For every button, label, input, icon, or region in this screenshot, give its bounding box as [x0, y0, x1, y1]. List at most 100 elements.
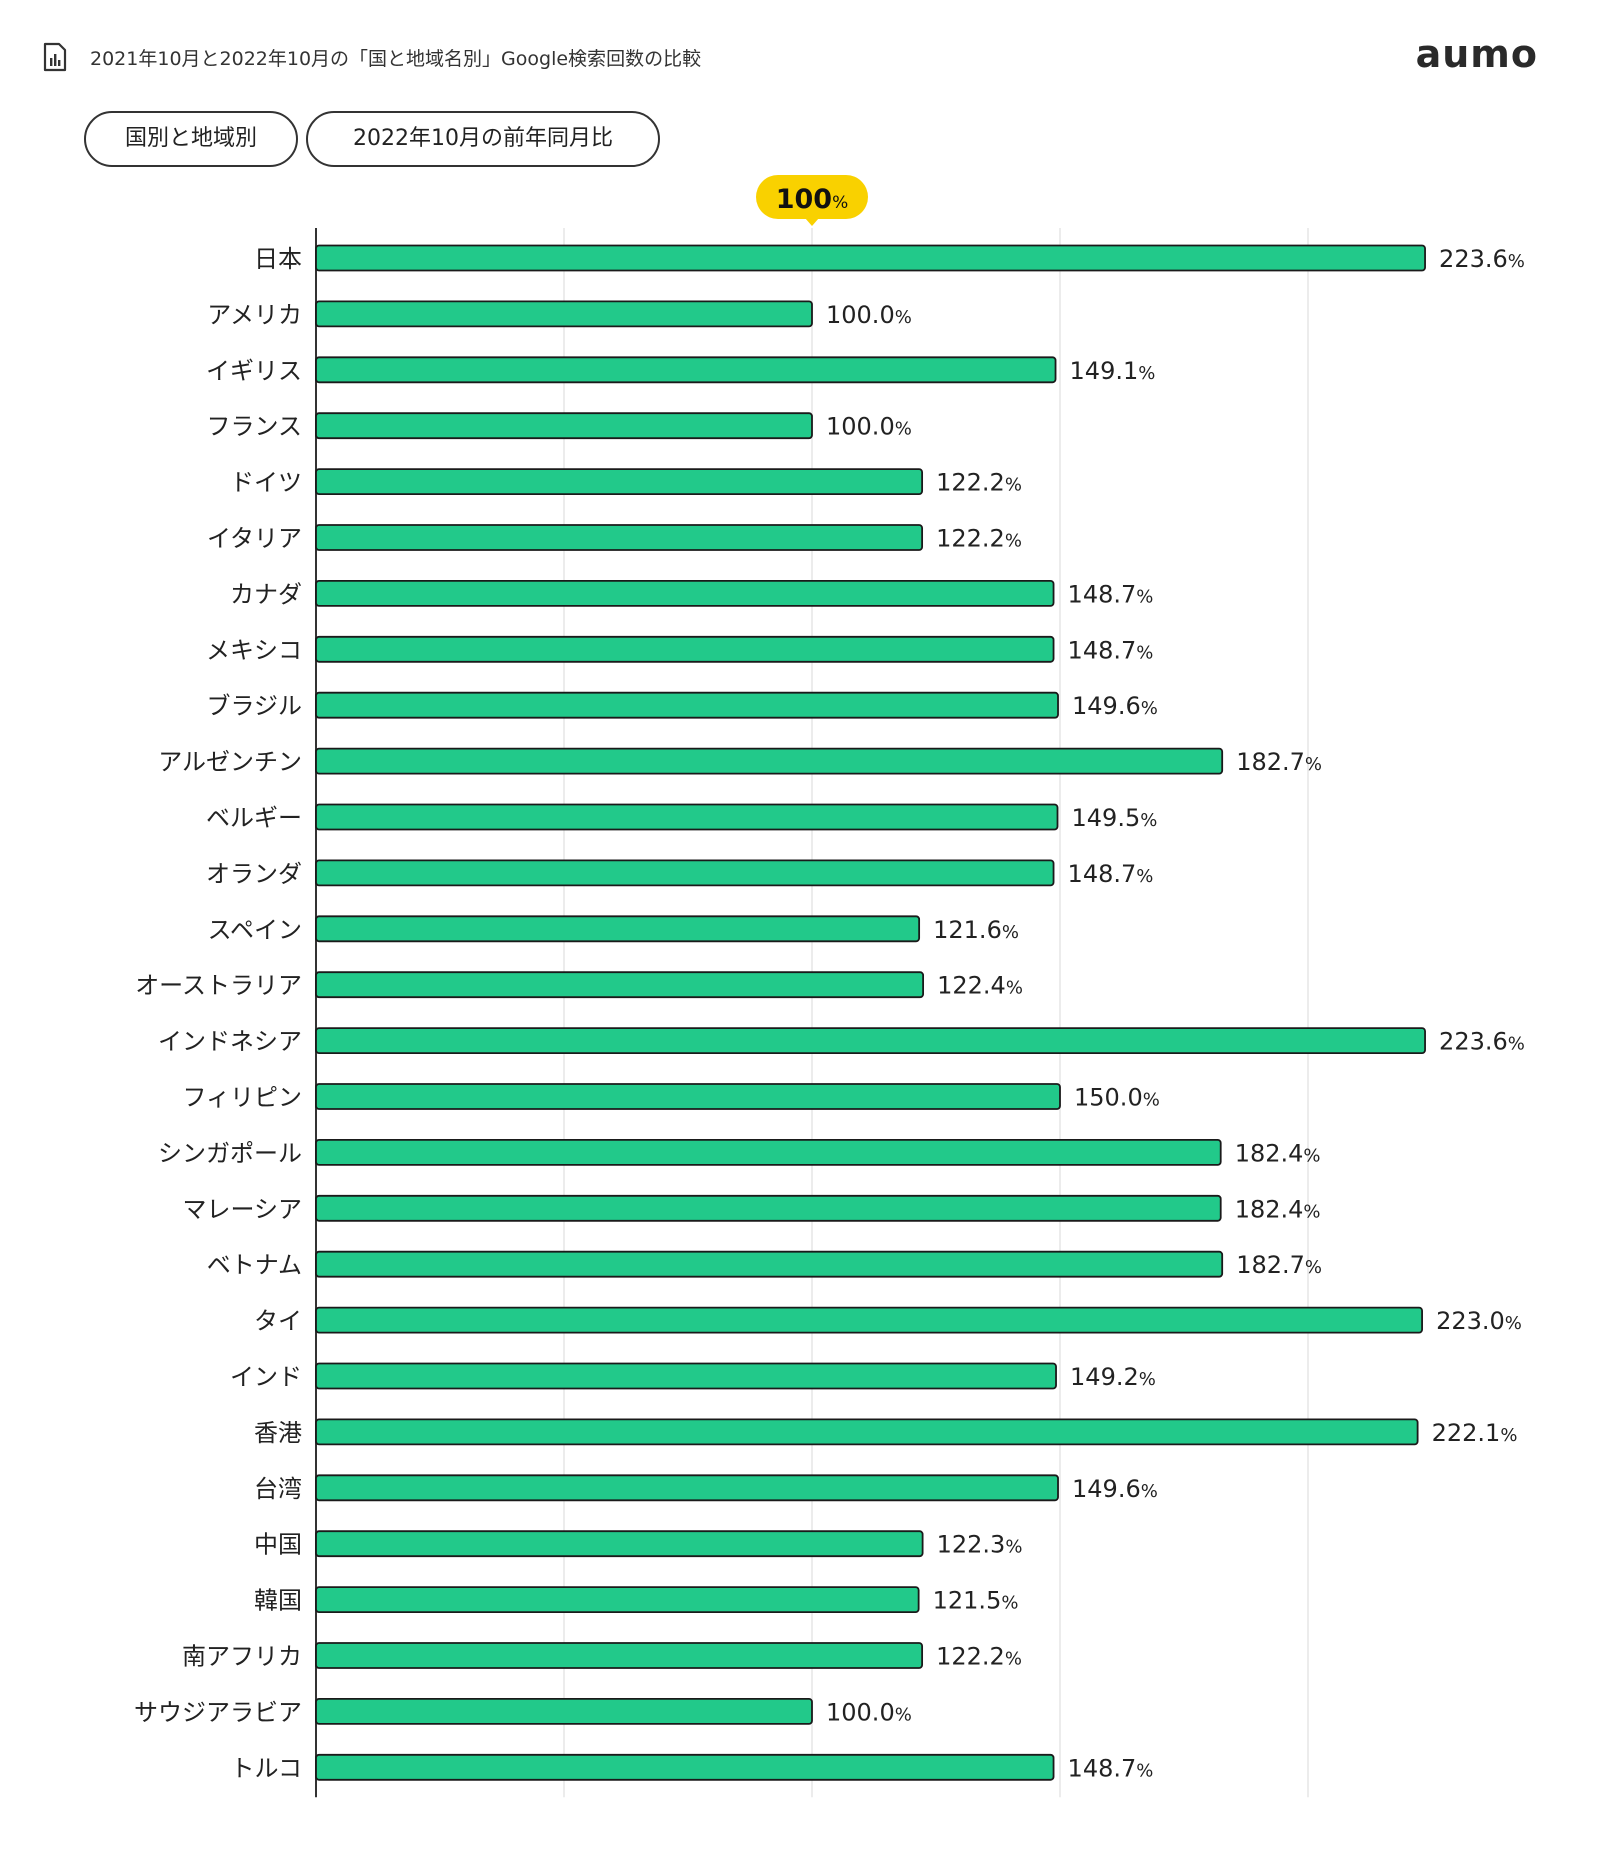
bar	[315, 1753, 1055, 1781]
category-label: マレーシア	[182, 1195, 302, 1223]
tab-by-country-region[interactable]: 国別と地域別	[84, 111, 298, 167]
reference-badge	[756, 175, 868, 219]
bar-row: ベトナム 182.7%	[207, 1250, 1322, 1279]
chart-title: 2021年10月と2022年10月の「国と地域名別」Google検索回数の比較	[90, 48, 702, 70]
bar	[315, 859, 1055, 887]
category-label: 台湾	[254, 1475, 302, 1503]
bar	[315, 1586, 920, 1613]
bar-row: 中国 122.3%	[254, 1530, 1023, 1559]
category-label: アルゼンチン	[158, 748, 302, 776]
category-label: メキシコ	[206, 636, 302, 664]
value-label: 122.2%	[936, 469, 1022, 497]
bar	[315, 1027, 1426, 1054]
bar-row: カナダ 148.7%	[230, 579, 1154, 608]
category-label: イギリス	[206, 357, 302, 385]
bar-row: スペイン 121.6%	[208, 915, 1019, 944]
bar	[315, 1306, 1423, 1334]
bar-row: トルコ 148.7%	[230, 1753, 1154, 1782]
value-label: 222.1%	[1432, 1419, 1518, 1447]
category-label: インド	[230, 1363, 302, 1391]
value-label: 149.6%	[1072, 1475, 1158, 1503]
category-label: オーストラリア	[135, 972, 302, 1000]
category-label: 韓国	[254, 1587, 302, 1615]
category-label: ベルギー	[206, 804, 302, 832]
category-label: アメリカ	[207, 301, 302, 329]
bar	[315, 1530, 924, 1558]
bar-row: 香港 222.1%	[254, 1418, 1518, 1447]
bar-row: アメリカ 100.0%	[207, 300, 912, 329]
bar	[315, 356, 1057, 384]
reference-label: 100%	[776, 184, 849, 215]
value-label: 122.2%	[936, 525, 1022, 553]
bar-row: 日本 223.6%	[254, 244, 1525, 273]
bar	[315, 468, 924, 496]
category-label: タイ	[254, 1307, 302, 1335]
bar	[315, 244, 1426, 272]
value-label: 182.4%	[1235, 1195, 1321, 1223]
category-label: 日本	[254, 245, 302, 273]
value-label: 122.4%	[937, 972, 1023, 1000]
value-label: 122.2%	[936, 1643, 1022, 1671]
bar-row: マレーシア 182.4%	[182, 1194, 1321, 1223]
value-label: 223.0%	[1436, 1307, 1522, 1335]
bar	[315, 1474, 1059, 1502]
bar	[315, 1250, 1224, 1278]
bar	[315, 803, 1059, 831]
bar-row: オーストラリア 122.4%	[135, 971, 1023, 1000]
value-label: 182.7%	[1236, 1251, 1322, 1279]
bar	[315, 300, 813, 328]
value-label: 100.0%	[826, 1698, 912, 1726]
bar	[315, 1139, 1222, 1166]
bar-row: 南アフリカ 122.2%	[182, 1642, 1022, 1671]
bar-row: 韓国 121.5%	[254, 1586, 1019, 1615]
value-label: 148.7%	[1068, 580, 1154, 608]
bar	[315, 1698, 813, 1725]
value-label: 122.3%	[937, 1531, 1023, 1559]
tab-yoy-2022-oct[interactable]: 2022年10月の前年同月比	[306, 111, 660, 167]
value-label: 149.1%	[1070, 357, 1156, 385]
bar-row: ドイツ 122.2%	[230, 468, 1022, 497]
bar-row: フランス 100.0%	[206, 412, 912, 441]
aumo-logo[interactable]: aumo	[1415, 32, 1538, 76]
category-label: フィリピン	[182, 1084, 302, 1112]
value-label: 149.6%	[1072, 692, 1158, 720]
category-label: ブラジル	[206, 692, 302, 720]
bar-row: アルゼンチン 182.7%	[158, 747, 1322, 776]
value-label: 121.6%	[933, 916, 1019, 944]
value-label: 148.7%	[1068, 1754, 1154, 1782]
value-label: 100.0%	[826, 301, 912, 329]
category-label: イタリア	[207, 525, 302, 553]
category-label: サウジアラビア	[134, 1698, 302, 1726]
category-label: シンガポール	[158, 1139, 302, 1167]
bar-row: オランダ 148.7%	[206, 859, 1154, 888]
bar	[315, 1194, 1222, 1222]
value-label: 121.5%	[933, 1587, 1019, 1615]
bar	[315, 524, 924, 551]
bar	[315, 1418, 1419, 1446]
category-label: フランス	[206, 413, 302, 441]
category-label: オランダ	[206, 860, 302, 888]
value-label: 148.7%	[1068, 860, 1154, 888]
bar-row: フィリピン 150.0%	[182, 1083, 1160, 1112]
bar-chart-document-icon	[42, 42, 68, 72]
bar-row: 台湾 149.6%	[254, 1474, 1158, 1503]
bar-row: インド 149.2%	[230, 1362, 1156, 1391]
bar-row: ベルギー 149.5%	[206, 803, 1157, 832]
bar-row: イギリス 149.1%	[206, 356, 1156, 385]
bar	[315, 691, 1059, 719]
reference-badge-pointer	[805, 218, 819, 226]
category-label: 中国	[254, 1531, 302, 1559]
bar	[315, 635, 1055, 663]
bar-row: インドネシア 223.6%	[158, 1027, 1525, 1056]
bar-row: メキシコ 148.7%	[206, 635, 1153, 664]
value-label: 182.7%	[1236, 748, 1322, 776]
bar	[315, 1083, 1061, 1110]
category-label: トルコ	[230, 1754, 302, 1782]
bar	[315, 971, 925, 999]
value-label: 182.4%	[1235, 1139, 1321, 1167]
category-label: 南アフリカ	[182, 1643, 302, 1671]
bar	[315, 915, 921, 943]
bar	[315, 1362, 1057, 1390]
bar-row: シンガポール 182.4%	[158, 1139, 1321, 1167]
header: 2021年10月と2022年10月の「国と地域名別」Google検索回数の比較 …	[42, 32, 1562, 80]
